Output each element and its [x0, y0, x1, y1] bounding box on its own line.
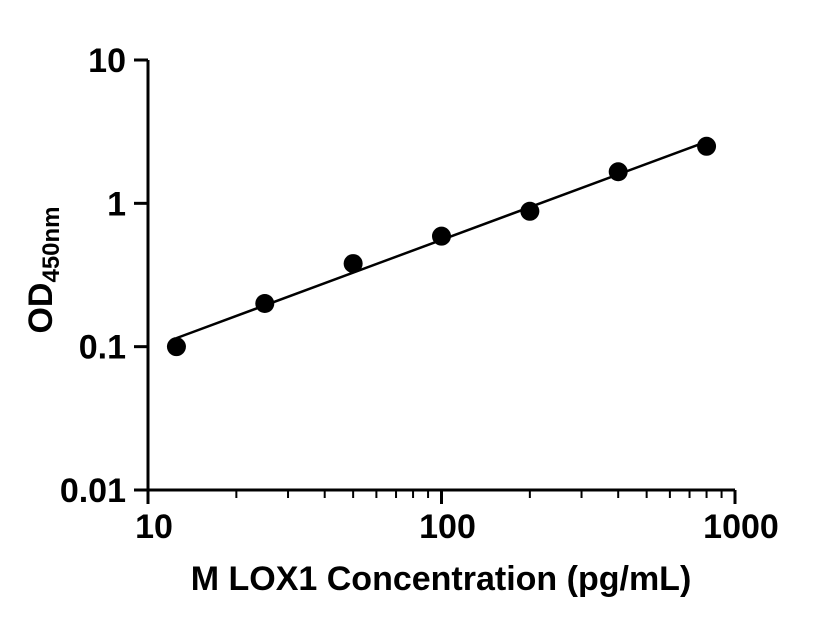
- x-axis-title-text: M LOX1 Concentration (pg/mL): [190, 560, 692, 598]
- y-axis-title: OD450nm: [22, 206, 66, 333]
- x-tick-label: 10: [135, 508, 173, 546]
- data-point: [343, 254, 363, 274]
- y-axis-title-text: OD: [22, 282, 60, 334]
- data-point: [520, 201, 540, 221]
- x-axis-title: M LOX1 Concentration (pg/mL): [191, 560, 692, 599]
- y-tick-label: 10: [88, 42, 126, 80]
- data-point: [255, 294, 275, 314]
- data-point: [697, 136, 717, 156]
- y-axis-title-subscript: 450nm: [38, 206, 65, 283]
- data-point: [432, 226, 451, 246]
- x-tick-label: 1000: [703, 508, 779, 546]
- y-tick-label: 0.1: [79, 329, 126, 367]
- data-point: [608, 162, 628, 182]
- x-tick-label: 100: [419, 508, 476, 546]
- y-tick-label: 0.01: [60, 472, 126, 510]
- data-point: [166, 337, 186, 357]
- y-tick-label: 1: [107, 185, 126, 223]
